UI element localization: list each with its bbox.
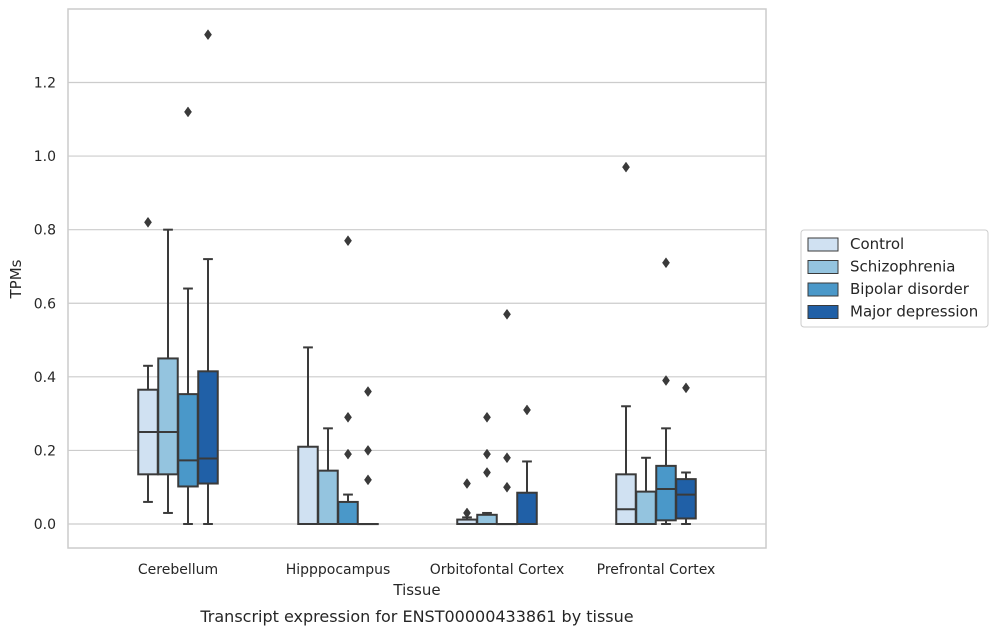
y-tick-label: 1.0 [34, 149, 56, 165]
box-iqr [197, 370, 219, 485]
outlier-point [344, 411, 352, 423]
box-group [456, 478, 478, 526]
legend-label: Bipolar disorder [850, 280, 970, 298]
box-layer [137, 29, 697, 526]
y-tick-label: 0.4 [34, 370, 56, 386]
outlier-point [503, 481, 511, 493]
box-group [337, 235, 359, 525]
box-iqr [516, 491, 538, 525]
y-tick-label: 0.6 [34, 296, 56, 312]
outlier-point [483, 467, 491, 478]
outlier-point [622, 161, 630, 173]
outlier-point [662, 375, 670, 386]
outlier-point [364, 474, 372, 486]
box-group [357, 386, 379, 526]
y-tick-labels: 0.0 0.2 0.4 0.6 0.8 1.0 1.2 [34, 76, 56, 534]
box-iqr [635, 490, 657, 525]
x-tick-labels: Cerebellum Hipppocampus Orbitofontal Corte… [138, 562, 715, 578]
box-iqr [177, 393, 199, 488]
outlier-point [344, 448, 352, 460]
legend-frame [800, 229, 989, 328]
box-group [655, 257, 677, 525]
outlier-point [503, 452, 511, 464]
outlier-point [463, 507, 471, 519]
box-group [615, 161, 637, 525]
outlier-point [463, 478, 471, 489]
outlier-point [662, 257, 670, 269]
legend: Control Schizophrenia Bipolar disorder Majo… [800, 229, 989, 328]
legend-swatch [807, 260, 839, 274]
y-axis-title: TPMs [7, 259, 25, 299]
outlier-point [483, 411, 491, 423]
legend-label: Major depression [850, 303, 978, 321]
box-group [297, 346, 319, 525]
legend-swatch [807, 282, 839, 297]
box-iqr [476, 513, 498, 525]
outlier-point [184, 106, 192, 118]
box-iqr [297, 445, 319, 525]
legend-swatch [807, 237, 839, 252]
box-group [496, 308, 518, 526]
box-iqr [655, 464, 677, 522]
plot-frame [67, 8, 767, 549]
box-group [197, 29, 219, 525]
box-group [516, 404, 538, 525]
x-tick-label: Hipppocampus [286, 562, 391, 578]
legend-label: Control [850, 235, 904, 253]
box-iqr [157, 357, 179, 476]
legend-swatch [807, 305, 839, 319]
box-group [137, 216, 159, 503]
outlier-point [364, 444, 372, 456]
y-tick-label: 0.8 [34, 223, 56, 239]
legend-label: Schizophrenia [850, 258, 955, 276]
box-iqr [615, 473, 637, 525]
y-tick-label: 1.2 [34, 76, 56, 92]
chart-caption: Transcript expression for ENST0000043386… [199, 607, 633, 626]
box-iqr [317, 469, 339, 525]
outlier-point [344, 235, 352, 247]
outlier-point [144, 216, 152, 228]
outlier-point [364, 386, 372, 397]
outlier-point [523, 404, 531, 416]
x-tick-label: Orbitofontal Cortex [430, 562, 565, 578]
box-group [635, 456, 657, 525]
box-group [476, 411, 498, 525]
box-group [157, 228, 179, 514]
y-tick-label: 0.0 [34, 517, 56, 533]
outlier-point [503, 308, 511, 320]
x-axis-title: Tissue [392, 581, 440, 599]
box-iqr [337, 500, 359, 525]
box-group [675, 382, 697, 525]
box-iqr [675, 478, 697, 520]
outlier-point [682, 382, 690, 394]
outlier-point [483, 448, 491, 460]
box-group [177, 106, 199, 525]
y-tick-label: 0.2 [34, 443, 56, 459]
outlier-point [204, 29, 212, 41]
x-tick-label: Cerebellum [138, 562, 218, 578]
x-tick-label: Prefrontal Cortex [597, 562, 716, 578]
box-group [317, 427, 339, 525]
